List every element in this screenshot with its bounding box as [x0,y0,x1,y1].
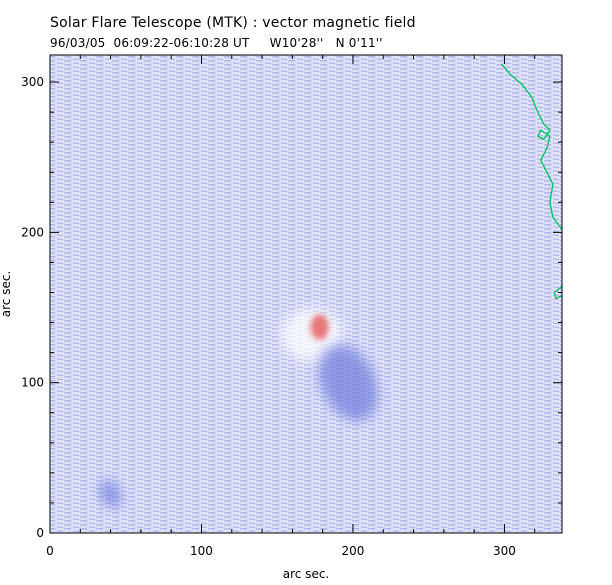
field-vector-texture [50,55,562,533]
y-axis: 0 100 200 300 [21,75,562,540]
plot-frame [49,54,563,534]
y-tick-label: 0 [36,526,44,540]
y-tick-label: 200 [21,225,44,239]
limb-contour-line [553,285,563,300]
positive-polarity-patch [310,314,329,340]
x-tick-label: 300 [493,544,516,558]
field-features [99,309,378,508]
x-tick-label: 100 [190,544,213,558]
limb-contours [500,63,563,300]
negative-polarity-patch [99,480,122,508]
x-axis-title: arc sec. [283,567,329,581]
y-axis-title: arc sec. [0,271,13,317]
limb-contour-line [500,63,563,230]
x-axis: 0 100 200 300 [46,55,536,558]
figure-subtitle: 96/03/05 06:09:22-06:10:28 UT W10'28'' N… [50,36,383,50]
x-tick-label: 200 [342,544,365,558]
negative-polarity-patch [318,344,378,421]
y-tick-label: 300 [21,75,44,89]
plot-area [49,54,563,534]
figure-title: Solar Flare Telescope (MTK) : vector mag… [50,15,416,31]
x-tick-label: 0 [46,544,54,558]
y-tick-label: 100 [21,376,44,390]
